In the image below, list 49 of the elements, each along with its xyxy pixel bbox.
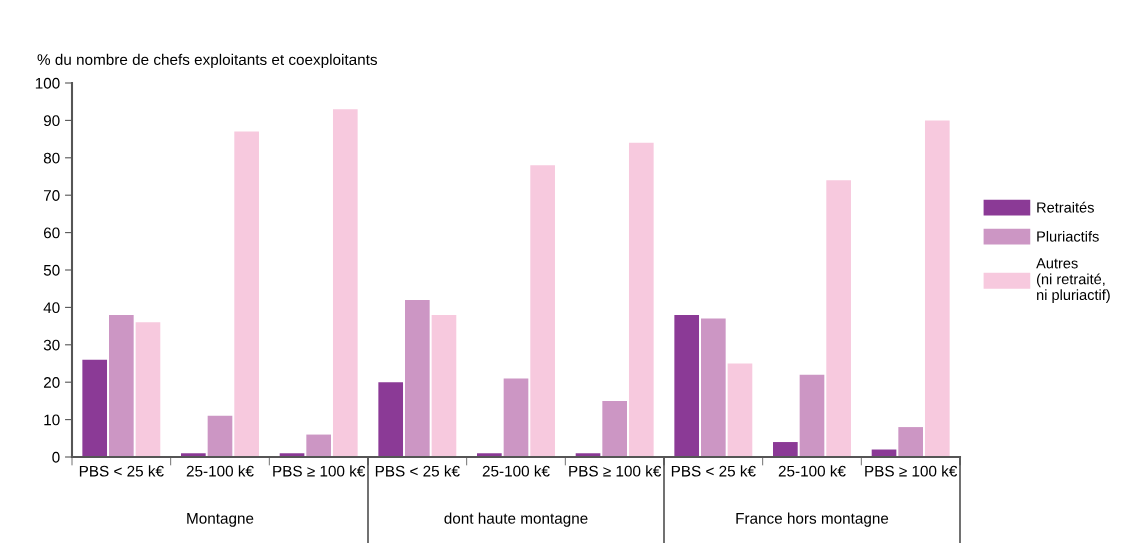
y-tick-label: 80 (43, 152, 60, 164)
x-tick-label: PBS ≥ 100 k€ (865, 465, 958, 477)
x-tick-label: 25-100 k€ (778, 465, 846, 477)
bar (431, 314, 457, 457)
text: Montagne (187, 513, 254, 527)
bar (799, 374, 825, 457)
bar (109, 314, 134, 457)
bar (378, 382, 404, 457)
bar (207, 415, 233, 457)
legend-label: Pluriactifs (1037, 230, 1099, 242)
bar (727, 363, 753, 457)
bar (135, 322, 161, 457)
bar (628, 142, 654, 457)
y-tick-label: 100 (35, 77, 60, 89)
bar (234, 131, 259, 457)
x-tick-label: PBS < 25 k€ (375, 465, 460, 477)
bar (306, 434, 331, 457)
x-tick-label: 25-100 k€ (482, 465, 550, 477)
y-tick-label: 40 (43, 302, 60, 314)
legend-label: Retraités (1037, 201, 1094, 213)
bar (82, 359, 108, 457)
y-tick-label: 90 (43, 115, 60, 127)
x-tick-label: PBS < 25 k€ (79, 465, 164, 477)
bar (674, 314, 700, 457)
bar (701, 318, 726, 457)
legend-label: Autres (ni retraité, ni pluriactif) (1036, 258, 1110, 303)
y-tick-label: 20 (43, 377, 60, 388)
x-tick-label: PBS < 25 k€ (671, 465, 756, 477)
y-axis-title: % du nombre de chefs exploitants et coexploitants (37, 53, 378, 69)
bar (503, 378, 529, 457)
y-tick-label: 0 (52, 451, 60, 463)
x-tick-label: PBS ≥ 100 k€ (569, 465, 662, 477)
bar (898, 427, 923, 457)
y-tick-label: 70 (43, 190, 60, 201)
bar (332, 109, 358, 457)
bar (530, 165, 555, 457)
bar (602, 400, 627, 457)
bar (924, 120, 950, 457)
text: dont haute montagne (444, 512, 588, 527)
y-tick-label: 10 (44, 414, 60, 426)
x-tick-label: PBS ≥ 100 k€ (273, 465, 366, 477)
bar (773, 442, 798, 457)
bar (826, 180, 851, 457)
y-tick-label: 30 (43, 339, 60, 351)
y-tick-label: 50 (43, 264, 60, 276)
x-tick-label: 25-100 k€ (186, 465, 254, 477)
y-tick-label: 60 (43, 227, 60, 239)
text: France hors montagne (736, 512, 889, 527)
bar (405, 299, 430, 457)
